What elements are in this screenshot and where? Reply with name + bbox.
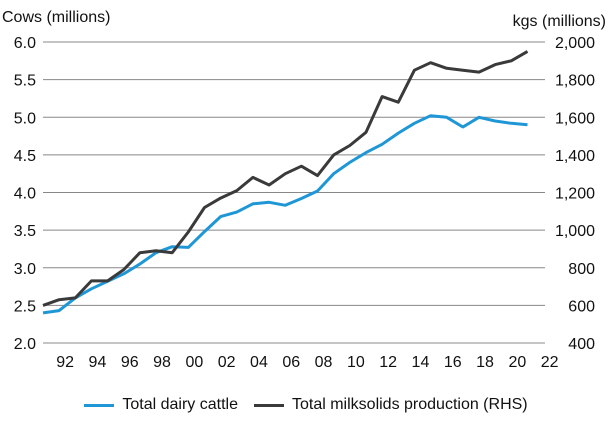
x-tick-label: 04 bbox=[250, 354, 268, 371]
left-tick-label: 4.5 bbox=[14, 148, 36, 165]
x-tick-label: 94 bbox=[89, 354, 107, 371]
x-tick-label: 10 bbox=[347, 354, 365, 371]
right-tick-label: 1,000 bbox=[555, 223, 595, 240]
left-tick-label: 5.0 bbox=[14, 110, 36, 127]
left-tick-label: 3.0 bbox=[14, 261, 36, 278]
legend-item-cattle: Total dairy cattle bbox=[84, 396, 238, 414]
left-axis-label: Cows (millions) bbox=[2, 9, 110, 26]
legend-label: Total dairy cattle bbox=[122, 396, 238, 413]
x-tick-label: 98 bbox=[153, 354, 171, 371]
series-line-1 bbox=[42, 50, 529, 307]
right-axis-label: kgs (millions) bbox=[513, 13, 606, 30]
legend-swatch bbox=[84, 403, 115, 407]
x-tick-label: 22 bbox=[541, 354, 559, 371]
right-tick-label: 1,200 bbox=[555, 186, 595, 203]
x-tick-label: 00 bbox=[185, 354, 203, 371]
x-tick-label: 02 bbox=[218, 354, 236, 371]
legend: Total dairy cattle Total milksolids prod… bbox=[0, 396, 612, 414]
legend-item-milksolids: Total milksolids production (RHS) bbox=[253, 396, 528, 414]
x-tick-label: 92 bbox=[56, 354, 74, 371]
x-tick-label: 14 bbox=[412, 354, 430, 371]
series-line-0 bbox=[42, 114, 528, 315]
x-tick-label: 08 bbox=[315, 354, 333, 371]
left-tick-label: 4.0 bbox=[14, 186, 36, 203]
legend-swatch bbox=[253, 403, 284, 407]
right-tick-label: 800 bbox=[568, 261, 595, 278]
x-tick-label: 06 bbox=[282, 354, 300, 371]
x-tick-label: 20 bbox=[508, 354, 526, 371]
right-tick-label: 400 bbox=[568, 336, 595, 353]
x-tick-label: 96 bbox=[121, 354, 139, 371]
right-tick-label: 600 bbox=[568, 298, 595, 315]
right-tick-label: 2,000 bbox=[555, 35, 595, 52]
x-tick-label: 12 bbox=[379, 354, 397, 371]
legend-label: Total milksolids production (RHS) bbox=[291, 396, 528, 413]
right-tick-label: 1,400 bbox=[555, 148, 595, 165]
right-tick-label: 1,600 bbox=[555, 110, 595, 127]
left-tick-label: 5.5 bbox=[14, 73, 36, 90]
left-tick-label: 3.5 bbox=[14, 223, 36, 240]
plot-area: Cows (millions) kgs (millions) 2.0 400 2.5… bbox=[2, 9, 606, 371]
left-tick-label: 6.0 bbox=[14, 35, 36, 52]
x-tick-label: 18 bbox=[476, 354, 494, 371]
right-tick-label: 1,800 bbox=[555, 73, 595, 90]
left-tick-label: 2.0 bbox=[14, 336, 36, 353]
x-tick-label: 16 bbox=[444, 354, 462, 371]
left-tick-label: 2.5 bbox=[14, 298, 36, 315]
